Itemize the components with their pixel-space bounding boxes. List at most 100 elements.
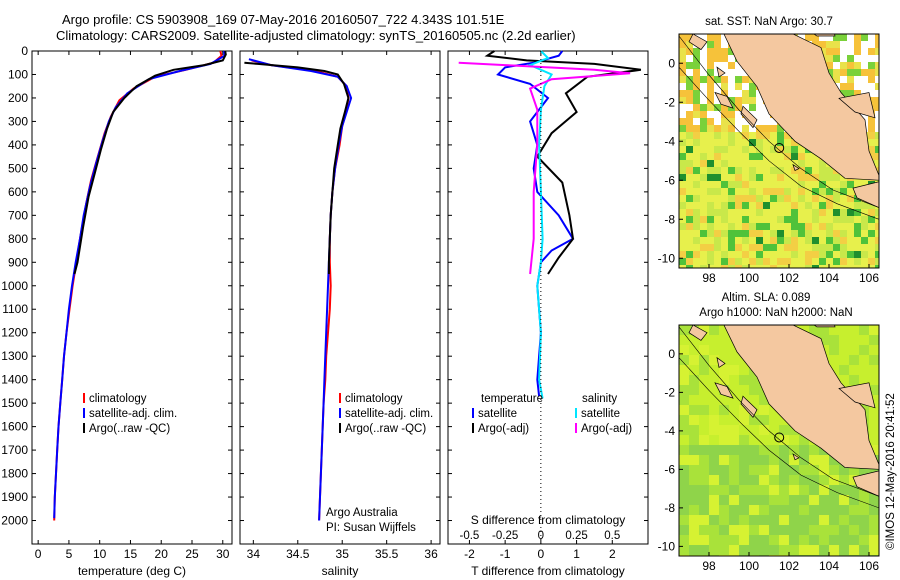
sst_map-cell xyxy=(693,48,700,55)
sst_map-cell xyxy=(721,160,728,167)
sla_map-cell xyxy=(829,455,839,465)
sla_map-cell xyxy=(849,485,859,495)
sst_map-cell xyxy=(707,209,714,216)
sst_map-cell xyxy=(826,216,833,223)
sst_map-cell xyxy=(686,188,693,195)
temperature-ytick-label: 600 xyxy=(8,185,28,199)
sst_map-cell xyxy=(679,153,686,160)
sla_map-cell xyxy=(739,425,749,435)
sla_map-cell xyxy=(859,495,869,505)
sla_map-cell xyxy=(689,515,699,525)
sst_map-cell xyxy=(868,132,875,139)
sst_map-cell xyxy=(812,153,819,160)
sst_map-cell xyxy=(749,125,756,132)
sla_map-cell xyxy=(849,495,859,505)
salinity-legend-label: climatology xyxy=(345,393,403,405)
sst_map-cell xyxy=(791,265,798,268)
sst_map-cell xyxy=(763,195,770,202)
sst_map-ytick-label: 0 xyxy=(668,56,675,70)
sst_map-cell xyxy=(679,195,686,202)
sla_map-cell xyxy=(859,465,869,475)
sla_map-cell xyxy=(829,505,839,515)
sst_map-cell xyxy=(707,118,714,125)
difference-series-line xyxy=(458,61,631,275)
sst_map-cell xyxy=(777,167,784,174)
sst_map-cell xyxy=(693,139,700,146)
sla_map-cell xyxy=(759,395,769,405)
sla_map-land-island xyxy=(740,395,758,419)
sla_map-cell xyxy=(709,525,719,535)
sst_map-cell xyxy=(679,118,686,125)
sst_map-cell xyxy=(700,132,707,139)
sst_map-cell xyxy=(721,230,728,237)
sst_map-cell xyxy=(735,181,742,188)
sla_map-cell xyxy=(839,505,849,515)
sst_map-cell xyxy=(742,181,749,188)
figure-title-line2: Climatology: CARS2009. Satellite-adjuste… xyxy=(56,28,576,43)
sla_map-cell xyxy=(759,455,769,465)
sla_map-cell xyxy=(689,455,699,465)
sla_map-cell xyxy=(699,495,709,505)
temperature-ytick-label: 1700 xyxy=(1,443,28,457)
sla_map-land-sumatra xyxy=(723,325,879,470)
sla_map-cell xyxy=(839,345,849,355)
sst_map-cell xyxy=(735,237,742,244)
sla_map-cell xyxy=(679,485,689,495)
sst_map-cell xyxy=(847,195,854,202)
sst_map-cell xyxy=(840,202,847,209)
sst_map-cell xyxy=(763,146,770,153)
sla_map-cell xyxy=(699,525,709,535)
sst_map-cell xyxy=(833,209,840,216)
sla_map-cell xyxy=(849,465,859,475)
sst_map-cell xyxy=(700,104,707,111)
sla_map-cell xyxy=(779,485,789,495)
sla_map-argo-marker xyxy=(774,432,785,443)
sst_map-cell xyxy=(875,111,879,118)
salinity-legend-label: satellite-adj. clim. xyxy=(345,408,433,420)
sla_map-cell xyxy=(709,465,719,475)
sla_map-cell xyxy=(869,505,879,515)
sst_map-cell xyxy=(700,209,707,216)
sst_map-cell xyxy=(826,48,833,55)
sst_map-cell xyxy=(791,244,798,251)
sst_map-cell xyxy=(868,244,875,251)
sst_map-cell xyxy=(833,195,840,202)
sla_map-cell xyxy=(689,475,699,485)
sla_map-cell xyxy=(809,545,819,555)
sla_map-cell xyxy=(869,495,879,505)
sst_map-cell xyxy=(679,90,686,97)
sst_map-cell xyxy=(707,160,714,167)
sst_map-cell xyxy=(728,237,735,244)
sla_map-cell xyxy=(719,535,729,545)
sst_map-cell xyxy=(714,244,721,251)
sst_map-cell xyxy=(812,202,819,209)
sla_map-cell xyxy=(819,485,829,495)
sst_map-cell xyxy=(840,41,847,48)
temperature-xtick-label: 0 xyxy=(35,547,42,561)
sla_map-cell xyxy=(839,515,849,525)
sst_map-cell xyxy=(840,69,847,76)
sla_map-cell xyxy=(809,525,819,535)
sst_map-cell xyxy=(700,97,707,104)
sla_map-cell xyxy=(869,355,879,365)
sst_map-cell xyxy=(784,188,791,195)
sla_map-cell xyxy=(869,425,879,435)
sst_map-cell xyxy=(742,76,749,83)
sst_map-cell xyxy=(770,132,777,139)
sla_map-cell xyxy=(749,445,759,455)
sst_map-cell xyxy=(833,34,840,41)
sla_map-cell xyxy=(819,495,829,505)
sst_map-cell xyxy=(714,230,721,237)
sst_map-cell xyxy=(812,216,819,223)
sst_map-cell xyxy=(693,230,700,237)
sst_map-cell xyxy=(721,111,728,118)
sla_map-cell xyxy=(809,475,819,485)
sla_map-cell xyxy=(719,325,729,335)
sla_map-cell xyxy=(779,415,789,425)
sla_map-cell xyxy=(809,445,819,455)
sst_map-cell xyxy=(791,237,798,244)
sla_map-cell xyxy=(819,515,829,525)
sst_map-cell xyxy=(868,251,875,258)
sst_map-cell xyxy=(868,97,875,104)
sst_map-cell xyxy=(742,223,749,230)
